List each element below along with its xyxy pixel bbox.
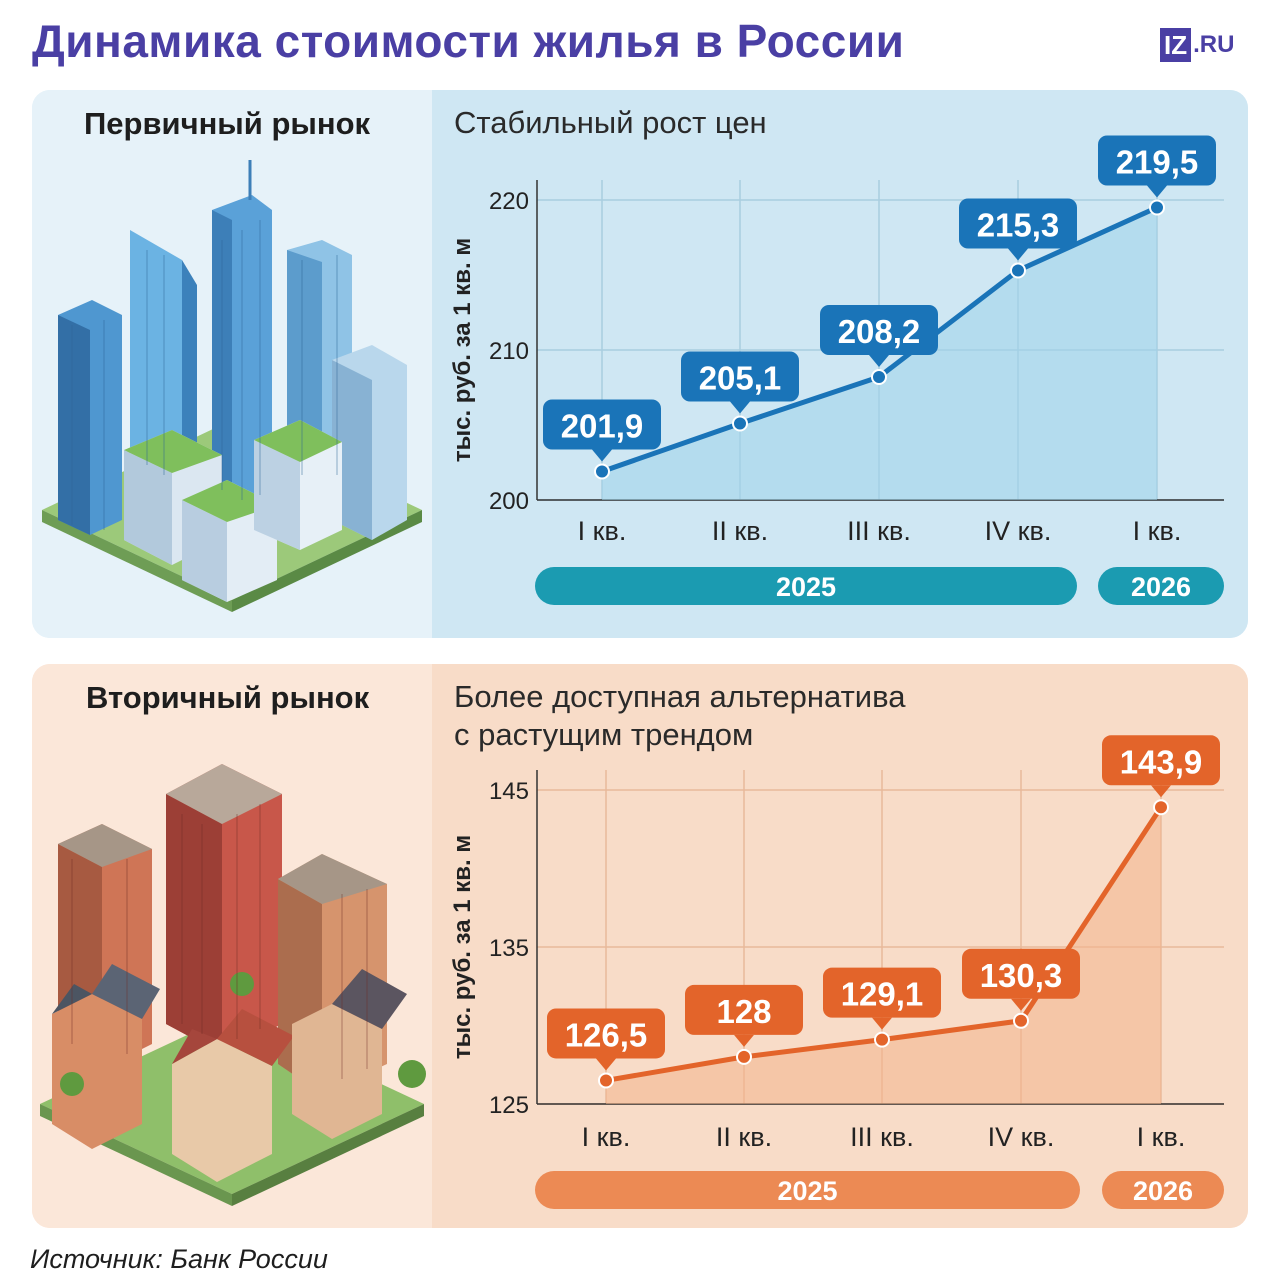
y-axis-label: тыс. руб. за 1 кв. м [449,835,476,1059]
data-label-box [959,198,1077,249]
year-label: 2025 [777,1176,837,1206]
primary-chart: 200 210 220 тыс. руб. за 1 кв. м 201,9 205,1 2… [449,135,1224,605]
data-label-box [1098,135,1216,186]
data-label: 130,3 [980,957,1063,994]
data-label: 201,9 [561,408,644,445]
data-label-pointer [734,1034,754,1047]
secondary-chart-title: Более доступная альтернатива с растущим … [454,678,905,754]
secondary-section-label: Вторичный рынок [86,680,370,715]
data-point [871,369,887,385]
y-tick-label: 135 [489,935,529,962]
brick-buildings-illustration [40,764,426,1206]
x-tick-label: I кв. [1137,1122,1186,1152]
year-bar [535,1171,1080,1209]
x-tick-label: I кв. [582,1122,631,1152]
y-tick-label: 210 [489,338,529,365]
data-point [732,415,748,432]
data-label-box [543,399,661,450]
primary-section-label: Первичный рынок [84,106,371,141]
y-axis-label: тыс. руб. за 1 кв. м [449,238,476,462]
secondary-chart-title-line-2: с растущим трендом [454,717,754,752]
secondary-illustration-area: Вторичный рынок [32,664,432,1228]
data-point [1013,1012,1029,1029]
x-tick-label: III кв. [850,1122,914,1152]
data-label-box [547,1008,665,1059]
data-label-pointer [869,355,889,367]
data-label-pointer [596,1058,616,1071]
y-tick-label: 145 [489,778,529,805]
data-point [874,1031,890,1048]
primary-market-panel: Первичный рынок [32,90,1248,638]
data-label-box [681,351,799,402]
year-label: 2026 [1131,572,1191,602]
data-label-box [685,984,803,1035]
secondary-market-panel: Вторичный рынок [32,664,1248,1228]
secondary-chart-title-line-1: Более доступная альтернатива [454,679,906,714]
logo-box: IZ [1160,28,1192,62]
data-label: 143,9 [1120,743,1203,780]
x-tick-label: I кв. [578,516,627,546]
data-label-pointer [1008,248,1028,261]
data-label: 126,5 [565,1016,648,1053]
data-label-box [820,305,938,355]
primary-illustration-area: Первичный рынок [32,90,432,638]
logo-text: .RU [1193,31,1235,58]
data-label-box [823,967,941,1018]
secondary-chart-area: Более доступная альтернатива с растущим … [432,664,1248,1228]
data-label-pointer [592,449,612,462]
secondary-chart: 125 135 145 тыс. руб. за 1 кв. м 126,5 128 129… [449,735,1224,1209]
year-label: 2026 [1133,1176,1193,1206]
data-label-pointer [1151,785,1171,798]
year-bar [535,567,1077,605]
year-bar [1098,567,1224,605]
data-point [1149,199,1165,216]
data-label: 128 [716,993,771,1030]
data-point [736,1048,752,1065]
data-label-box [962,948,1080,999]
data-label-pointer [730,401,750,414]
data-label-pointer [1011,998,1031,1011]
data-label: 219,5 [1116,144,1199,181]
skyscrapers-illustration [42,160,422,612]
data-point [594,463,610,480]
data-point [598,1072,614,1089]
x-tick-label: IV кв. [985,516,1052,546]
source-note: Источник: Банк России [30,1244,328,1274]
y-tick-label: 125 [489,1092,529,1119]
data-label: 208,2 [838,313,921,350]
x-tick-label: II кв. [712,516,768,546]
year-label: 2025 [776,572,836,602]
y-tick-label: 200 [489,488,529,515]
data-label: 205,1 [699,360,782,397]
series-area [606,807,1161,1104]
data-point [1010,262,1026,279]
primary-chart-title: Стабильный рост цен [454,105,767,140]
x-tick-label: II кв. [716,1122,772,1152]
data-point [1153,799,1169,816]
primary-chart-area: Стабильный рост цен 200 210 220 тыс. руб. з… [432,90,1248,638]
page-title: Динамика стоимости жилья в России [32,15,905,67]
x-tick-label: I кв. [1133,516,1182,546]
data-label-pointer [872,1017,892,1030]
y-tick-label: 220 [489,188,529,215]
data-label-pointer [1147,185,1167,198]
iz-logo: IZ .RU [1160,26,1234,64]
data-label: 215,3 [977,207,1060,244]
x-tick-label: III кв. [847,516,911,546]
x-tick-label: IV кв. [988,1122,1055,1152]
data-label: 129,1 [841,976,924,1013]
data-label-box [1102,735,1220,786]
year-bar [1102,1171,1224,1209]
